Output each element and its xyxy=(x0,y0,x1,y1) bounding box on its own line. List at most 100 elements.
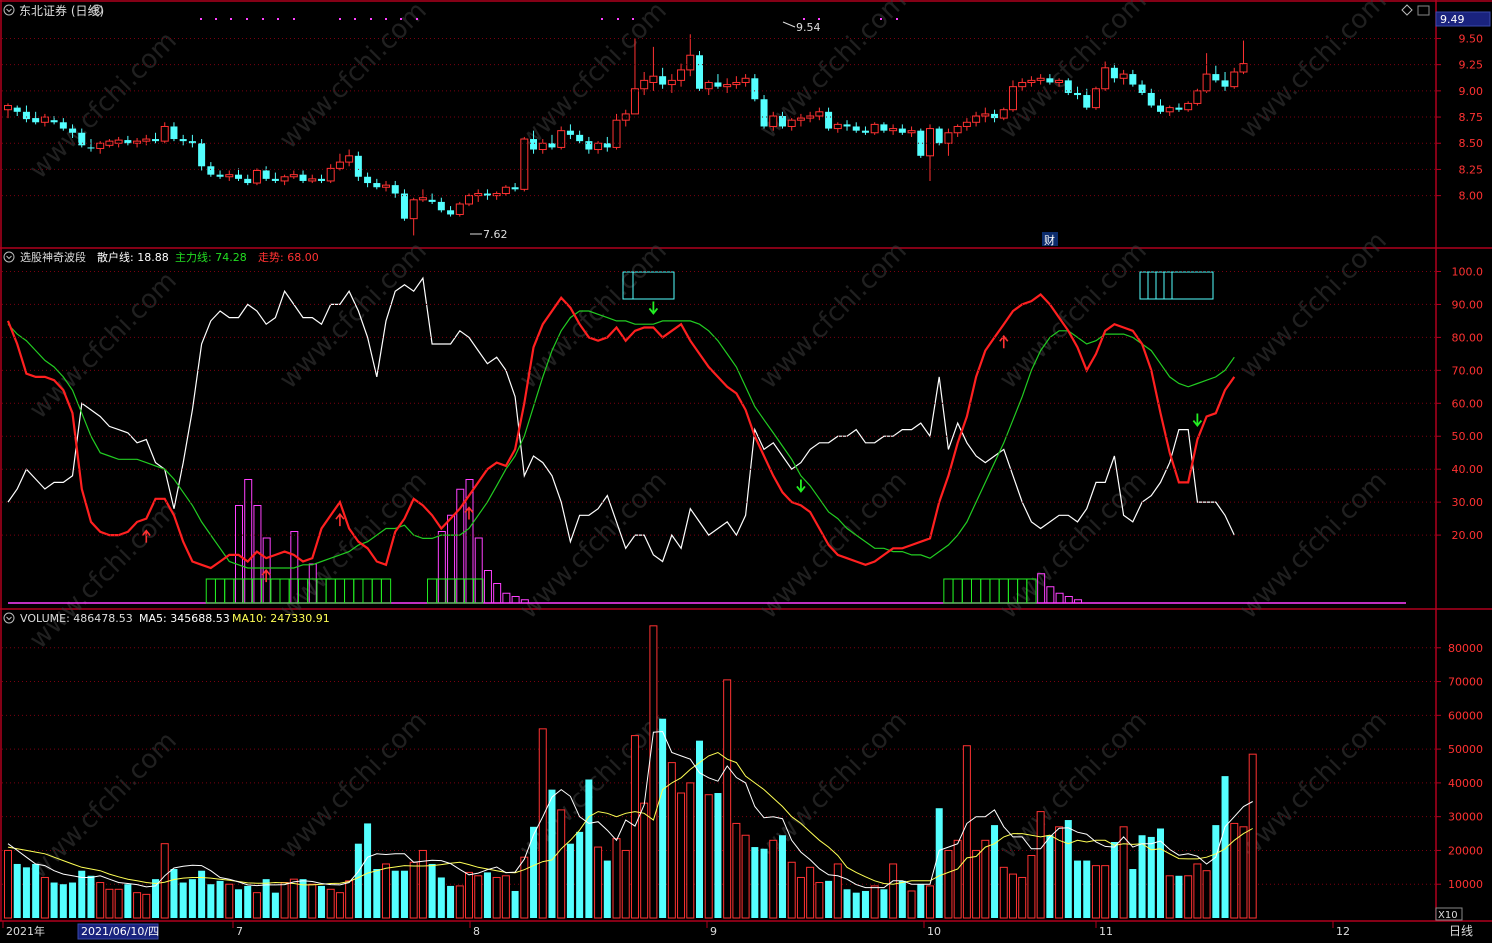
event-dot xyxy=(200,18,202,20)
date-box-label[interactable]: 2021/06/10/四 xyxy=(81,925,159,938)
volume-bar xyxy=(1138,835,1146,918)
candle-body xyxy=(825,111,833,129)
volume-tick-label: 60000 xyxy=(1448,709,1483,722)
candle-body xyxy=(1119,73,1128,79)
volume-bar xyxy=(1064,820,1072,918)
volume-bar xyxy=(244,885,252,918)
candle xyxy=(428,193,436,204)
candle-body xyxy=(225,174,234,178)
candle xyxy=(796,113,805,127)
stock-title[interactable]: 东北证券 (日线) xyxy=(19,3,104,18)
candle xyxy=(1212,65,1220,83)
candle xyxy=(87,139,95,152)
volume-bar xyxy=(796,876,805,919)
candle xyxy=(825,107,833,131)
volume-bar xyxy=(511,890,519,918)
event-label[interactable]: 财 xyxy=(1044,233,1055,247)
volume-bar xyxy=(686,782,695,919)
price-panel-header: 东北证券 (日线) 9.49 xyxy=(3,3,1491,27)
candle xyxy=(299,170,307,184)
candle xyxy=(1110,63,1118,83)
panel-menu-icon[interactable] xyxy=(3,4,15,16)
candle xyxy=(723,78,732,93)
event-dot xyxy=(617,18,619,20)
volume-bar xyxy=(603,860,611,918)
volume-bar xyxy=(364,823,372,918)
candle xyxy=(1064,78,1072,96)
candle xyxy=(455,201,464,217)
volume-bar xyxy=(96,882,105,919)
volume-bar xyxy=(659,718,667,918)
event-dot xyxy=(246,18,248,20)
candle xyxy=(991,109,999,123)
candle-body xyxy=(917,130,925,156)
volume-bar xyxy=(1202,870,1211,919)
candle xyxy=(760,95,768,129)
candle-body xyxy=(520,138,529,190)
volume-bar xyxy=(696,740,703,918)
candle-body xyxy=(105,140,114,146)
period-label[interactable]: 日线 xyxy=(1449,924,1473,938)
volume-bar xyxy=(1008,873,1017,919)
volume-bar xyxy=(1165,875,1174,919)
price-tick-label: 8.00 xyxy=(1459,190,1484,203)
candle xyxy=(252,168,261,186)
volume-bar xyxy=(179,882,187,918)
candle xyxy=(1055,78,1064,87)
candle xyxy=(170,122,178,142)
sell-arrow-icon xyxy=(796,479,806,493)
volume-bar xyxy=(585,779,593,918)
candle-body xyxy=(1129,74,1137,85)
volume-bar xyxy=(142,893,151,919)
date-box[interactable] xyxy=(77,923,159,940)
volume-menu-icon[interactable] xyxy=(3,612,15,624)
candle xyxy=(400,189,408,221)
volume-bar xyxy=(1147,836,1155,918)
indicator-menu-icon[interactable] xyxy=(3,251,15,263)
volume-bar xyxy=(345,880,354,919)
event-marker[interactable] xyxy=(1042,232,1058,246)
candle xyxy=(1193,88,1202,106)
volume-bar xyxy=(271,892,279,918)
event-dot xyxy=(385,18,387,20)
candle-body xyxy=(594,142,603,151)
indicator-tick-label: 40.00 xyxy=(1452,463,1484,476)
candle-body xyxy=(244,178,252,184)
volume-bar xyxy=(1036,811,1045,919)
close-icon[interactable] xyxy=(91,4,103,16)
volume-bar xyxy=(465,871,473,919)
candle-body xyxy=(1064,80,1072,93)
volume-bar xyxy=(861,890,869,918)
candle xyxy=(640,72,649,96)
event-dot xyxy=(632,18,634,20)
candle xyxy=(880,122,888,133)
volume-bar xyxy=(732,822,741,919)
candle xyxy=(1018,78,1027,91)
candle xyxy=(59,118,67,131)
volume-bar xyxy=(501,875,510,919)
indicator-name[interactable]: 选股神奇波段 xyxy=(20,250,86,264)
candle-body xyxy=(1193,90,1202,104)
price-tick-label: 9.50 xyxy=(1459,32,1484,45)
candle-body xyxy=(833,123,842,130)
volume-bar xyxy=(548,789,556,918)
volume-bar xyxy=(953,839,962,919)
candle-body xyxy=(972,115,981,123)
diamond-icon[interactable] xyxy=(1401,4,1413,16)
event-dot xyxy=(803,18,805,20)
indicator-cyan-box xyxy=(622,271,675,300)
volume-bar xyxy=(59,884,67,918)
price-box-value: 9.49 xyxy=(1440,13,1465,26)
indicator-spike-bar xyxy=(502,592,511,604)
buy-arrow-icon xyxy=(141,529,151,543)
volume-bar xyxy=(833,863,842,919)
candle xyxy=(917,128,925,158)
candle-body xyxy=(926,128,934,157)
candle xyxy=(78,128,86,148)
volume-bar xyxy=(124,884,132,918)
candle xyxy=(326,164,335,184)
candle-body xyxy=(22,111,30,120)
volume-bar xyxy=(594,846,603,919)
expand-icon[interactable] xyxy=(1417,5,1430,16)
candle-body xyxy=(1101,67,1110,90)
